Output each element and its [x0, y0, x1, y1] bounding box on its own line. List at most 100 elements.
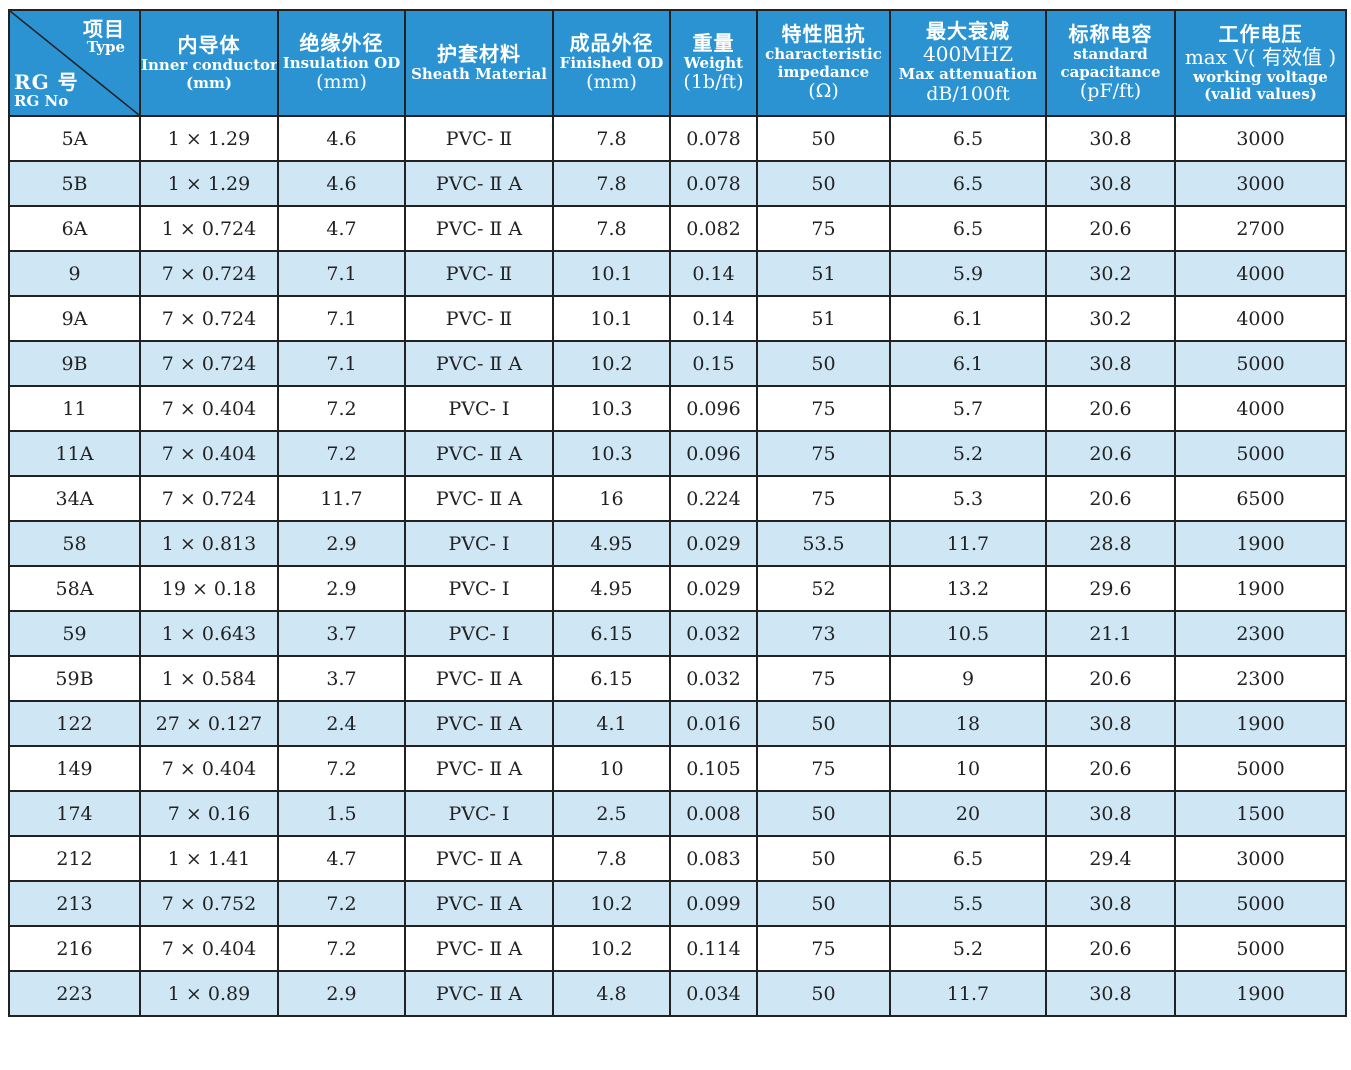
cell-weight: 0.029 — [669, 520, 758, 567]
cell-finished-od: 10 — [552, 745, 671, 792]
cell-weight: 0.114 — [669, 925, 758, 972]
table-row: 122 27 × 0.127 2.4 PVC- Ⅱ A 4.1 0.016 50 18 30.8… — [8, 700, 1347, 747]
cell-attenuation: 11.7 — [889, 520, 1047, 567]
cell-finished-od: 10.3 — [552, 385, 671, 432]
cell-working-voltage: 5000 — [1174, 340, 1347, 387]
corner-item-en: Type — [86, 38, 125, 56]
cell-insulation-od: 7.1 — [277, 295, 406, 342]
cell-rg-number: 5B — [8, 160, 141, 207]
cell-rg-number: 58 — [8, 520, 141, 567]
cell-capacitance: 30.2 — [1045, 250, 1176, 297]
cell-capacitance: 30.8 — [1045, 790, 1176, 837]
cell-finished-od: 7.8 — [552, 205, 671, 252]
table-row: 59B 1 × 0.584 3.7 PVC- Ⅱ A 6.15 0.032 75 9 20.6 2… — [8, 655, 1347, 702]
cell-attenuation: 5.9 — [889, 250, 1047, 297]
cell-inner-conductor: 1 × 1.29 — [139, 160, 279, 207]
header-insulation-unit: (mm) — [316, 71, 367, 94]
cell-impedance: 75 — [756, 655, 891, 702]
cell-working-voltage: 4000 — [1174, 295, 1347, 342]
cell-rg-number: 212 — [8, 835, 141, 882]
cell-inner-conductor: 1 × 0.89 — [139, 970, 279, 1017]
header-impedance: 特性阻抗 characteristic impedance (Ω) — [756, 9, 891, 117]
cell-working-voltage: 1900 — [1174, 565, 1347, 612]
cell-impedance: 50 — [756, 790, 891, 837]
cell-attenuation: 13.2 — [889, 565, 1047, 612]
cell-sheath-material: PVC- Ⅱ A — [404, 205, 554, 252]
cell-impedance: 51 — [756, 250, 891, 297]
cell-impedance: 50 — [756, 880, 891, 927]
cell-impedance: 75 — [756, 385, 891, 432]
corner-rg-label: RG 号 RG No — [14, 71, 79, 110]
cell-sheath-material: PVC- Ⅱ A — [404, 835, 554, 882]
cell-rg-number: 149 — [8, 745, 141, 792]
cell-impedance: 75 — [756, 745, 891, 792]
cell-rg-number: 216 — [8, 925, 141, 972]
table-row: 213 7 × 0.752 7.2 PVC- Ⅱ A 10.2 0.099 50 5.5 30.… — [8, 880, 1347, 927]
header-inner-conductor: 内导体 Inner conductor (mm) — [139, 9, 279, 117]
cell-working-voltage: 4000 — [1174, 385, 1347, 432]
cell-insulation-od: 7.2 — [277, 880, 406, 927]
diagonal-divider — [11, 12, 138, 114]
cell-working-voltage: 1900 — [1174, 520, 1347, 567]
cell-impedance: 52 — [756, 565, 891, 612]
header-impedance-unit: (Ω) — [808, 79, 839, 102]
cell-attenuation: 5.5 — [889, 880, 1047, 927]
cell-insulation-od: 2.9 — [277, 970, 406, 1017]
cell-insulation-od: 4.6 — [277, 115, 406, 162]
cell-attenuation: 5.3 — [889, 475, 1047, 522]
cell-inner-conductor: 7 × 0.16 — [139, 790, 279, 837]
header-insulation-cn: 绝缘外径 — [299, 30, 384, 55]
cell-rg-number: 59B — [8, 655, 141, 702]
cell-impedance: 75 — [756, 925, 891, 972]
cell-weight: 0.008 — [669, 790, 758, 837]
header-sheath-en: Sheath Material — [411, 64, 547, 83]
cell-working-voltage: 5000 — [1174, 745, 1347, 792]
cell-finished-od: 16 — [552, 475, 671, 522]
cell-sheath-material: PVC- Ⅱ A — [404, 700, 554, 747]
header-corner-cell: 项目 Type RG 号 RG No — [8, 9, 141, 117]
cell-finished-od: 4.95 — [552, 565, 671, 612]
cell-attenuation: 20 — [889, 790, 1047, 837]
table-row: 34A 7 × 0.724 11.7 PVC- Ⅱ A 16 0.224 75 5.3 20.6… — [8, 475, 1347, 522]
cell-weight: 0.096 — [669, 385, 758, 432]
cell-impedance: 50 — [756, 835, 891, 882]
header-capacitance-cn: 标称电容 — [1068, 22, 1153, 47]
cell-sheath-material: PVC- Ⅱ A — [404, 160, 554, 207]
cell-finished-od: 7.8 — [552, 115, 671, 162]
cell-working-voltage: 1500 — [1174, 790, 1347, 837]
header-finished-od: 成品外径 Finished OD (mm) — [552, 9, 671, 117]
cell-inner-conductor: 7 × 0.724 — [139, 475, 279, 522]
cell-insulation-od: 7.2 — [277, 385, 406, 432]
cell-sheath-material: PVC- Ⅱ — [404, 115, 554, 162]
header-inner-unit: (mm) — [186, 73, 232, 92]
cell-capacitance: 20.6 — [1045, 430, 1176, 477]
cell-sheath-material: PVC- Ⅱ A — [404, 655, 554, 702]
table-row: 5A 1 × 1.29 4.6 PVC- Ⅱ 7.8 0.078 50 6.5 30.8 3000 — [8, 115, 1347, 162]
cell-capacitance: 20.6 — [1045, 385, 1176, 432]
cell-capacitance: 30.8 — [1045, 880, 1176, 927]
table-body: 5A 1 × 1.29 4.6 PVC- Ⅱ 7.8 0.078 50 6.5 30.8 3000… — [8, 115, 1347, 1017]
cell-rg-number: 223 — [8, 970, 141, 1017]
header-row: 项目 Type RG 号 RG No 内导体 Inner conductor (… — [8, 9, 1347, 117]
cell-rg-number: 5A — [8, 115, 141, 162]
cell-finished-od: 10.2 — [552, 880, 671, 927]
header-capacitance-en1: standard — [1073, 45, 1148, 64]
corner-rg-cn: RG 号 — [14, 69, 79, 94]
cell-attenuation: 5.7 — [889, 385, 1047, 432]
cell-attenuation: 10 — [889, 745, 1047, 792]
header-capacitance-en2: capacitance — [1060, 62, 1161, 81]
cell-rg-number: 11 — [8, 385, 141, 432]
cell-capacitance: 29.6 — [1045, 565, 1176, 612]
corner-type-label: 项目 Type — [83, 19, 125, 56]
cell-impedance: 50 — [756, 115, 891, 162]
cell-weight: 0.078 — [669, 160, 758, 207]
cell-capacitance: 28.8 — [1045, 520, 1176, 567]
cell-impedance: 75 — [756, 475, 891, 522]
header-capacitance-unit: (pF/ft) — [1079, 79, 1142, 102]
header-capacitance: 标称电容 standard capacitance (pF/ft) — [1045, 9, 1176, 117]
cell-impedance: 75 — [756, 430, 891, 477]
header-insulation-en: Insulation OD — [282, 53, 401, 72]
header-weight: 重量 Weight (1b/ft) — [669, 9, 758, 117]
cell-inner-conductor: 7 × 0.404 — [139, 745, 279, 792]
cell-insulation-od: 7.2 — [277, 925, 406, 972]
